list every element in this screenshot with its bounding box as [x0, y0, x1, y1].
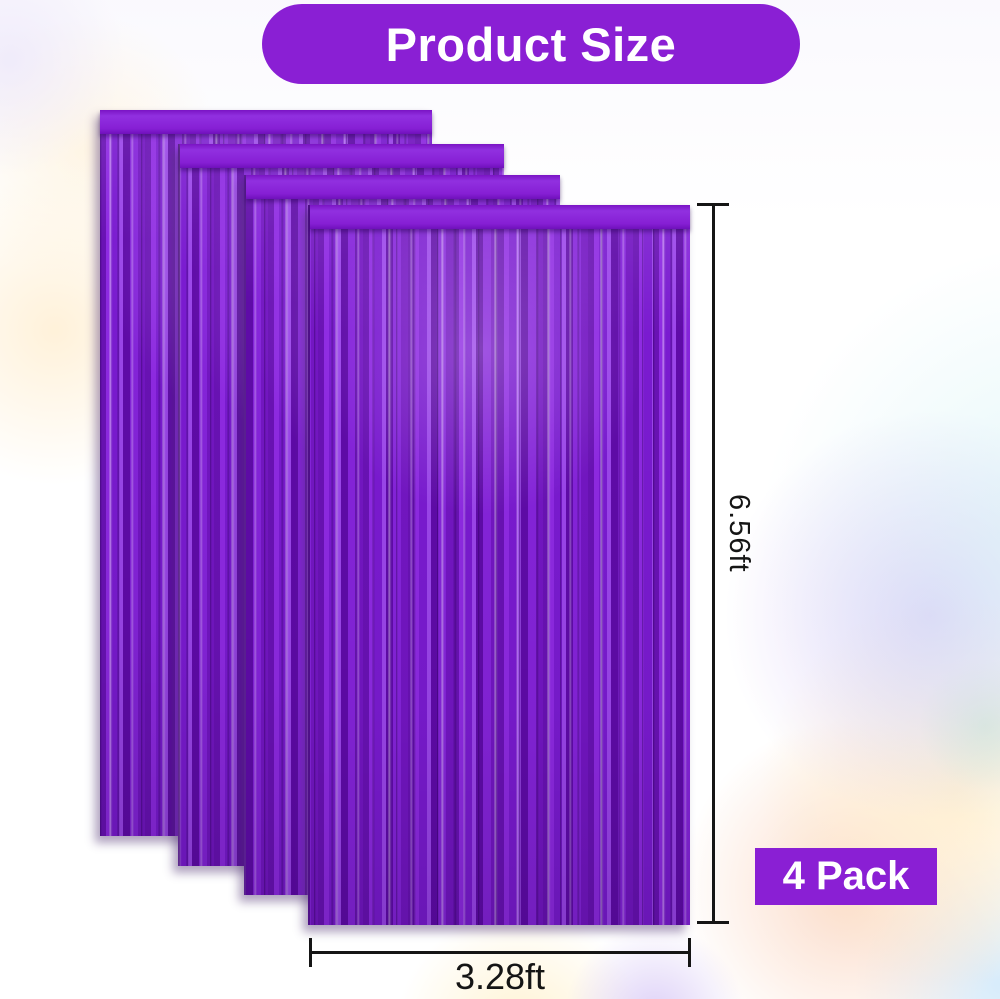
width-label: 3.28ft [454, 956, 546, 997]
title-banner: Product Size [262, 4, 800, 84]
height-label: 6.56ft [723, 494, 755, 573]
title-banner-label: Product Size [385, 17, 677, 71]
height-dimension-cap-bottom [697, 921, 729, 924]
width-dimension-tick-right [688, 938, 691, 967]
width-dimension-line [310, 951, 690, 954]
height-dimension-cap-top [697, 203, 729, 206]
curtain-panel-4 [308, 205, 690, 925]
pack-badge-label: 4 Pack [782, 854, 910, 898]
pack-badge: 4 Pack [755, 848, 937, 905]
width-dimension-tick-left [309, 938, 312, 967]
height-dimension-line [712, 204, 715, 924]
